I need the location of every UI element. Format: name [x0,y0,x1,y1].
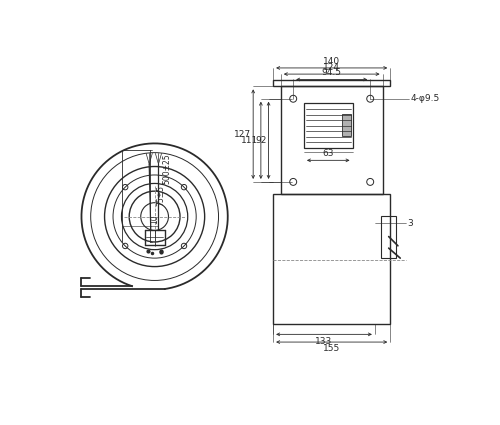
Text: 4-φ9.5: 4-φ9.5 [411,94,440,103]
Bar [342,114,351,136]
Text: 124: 124 [323,63,340,72]
Text: 10: 10 [150,214,159,224]
Text: 133: 133 [316,337,332,346]
Text: 500±25: 500±25 [162,153,172,184]
Text: 3: 3 [407,219,413,228]
Text: 111: 111 [242,136,258,145]
Text: 92: 92 [255,136,266,145]
Text: 75±5: 75±5 [156,185,166,206]
Bar [273,194,390,323]
Text: 63: 63 [322,149,334,158]
Text: 127: 127 [234,130,251,139]
Bar [281,86,382,194]
Text: 94.5: 94.5 [322,68,342,77]
Bar [273,80,390,86]
Bar [304,103,352,148]
Text: 140: 140 [323,57,340,65]
Bar [381,216,396,258]
Text: 155: 155 [323,344,340,353]
